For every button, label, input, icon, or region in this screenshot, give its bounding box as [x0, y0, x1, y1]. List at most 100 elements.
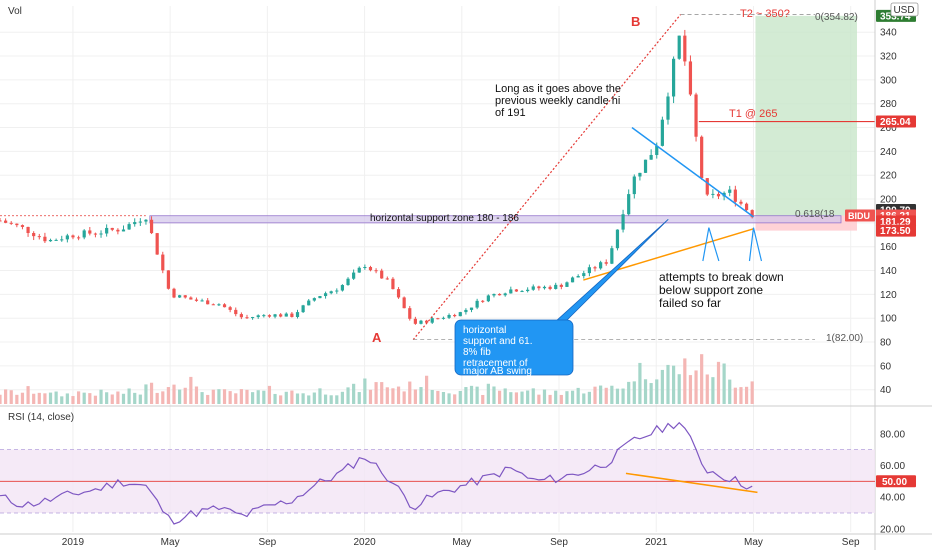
volume-bar	[43, 393, 47, 404]
volume-bar	[705, 374, 709, 404]
candle-body	[82, 230, 86, 238]
volume-bar	[352, 383, 356, 404]
volume-bar	[245, 389, 249, 404]
volume-bar	[728, 379, 732, 404]
volume-bar	[570, 390, 575, 404]
candle-body	[183, 295, 187, 298]
volume-bar	[307, 395, 311, 404]
volume-bar	[694, 370, 698, 404]
volume-bar	[391, 388, 395, 404]
volume-bar	[739, 387, 743, 404]
volume-bar	[593, 386, 597, 404]
volume-bar	[149, 382, 154, 404]
candle-body	[700, 136, 704, 179]
callout-line-5: major AB swing	[463, 366, 532, 377]
volume-bar	[228, 391, 232, 404]
price-tag-label: 265.04	[880, 117, 911, 128]
candle-body	[604, 262, 608, 264]
volume-bar	[638, 362, 642, 404]
volume-bar	[402, 391, 406, 404]
candle-body	[71, 235, 75, 238]
volume-bar	[677, 374, 681, 404]
volume-bar	[279, 395, 283, 404]
candle-body	[632, 176, 636, 195]
volume-bar	[548, 394, 552, 404]
price-tick-label: 340	[880, 28, 897, 39]
candle-body	[677, 35, 681, 59]
volume-bar	[750, 381, 754, 404]
candle-body	[380, 270, 384, 279]
candle-body	[357, 267, 361, 273]
candle-body	[638, 172, 642, 177]
volume-bar	[189, 376, 193, 404]
volume-bar	[121, 393, 126, 404]
volume-bar	[441, 391, 446, 404]
rsi-line	[0, 421, 753, 525]
candle-body	[621, 214, 625, 230]
candle-body	[54, 239, 58, 241]
volume-bar	[273, 393, 277, 404]
candle-body	[744, 203, 749, 211]
support-zone-label: horizontal support zone 180 - 186	[370, 213, 519, 224]
volume-bar	[385, 387, 389, 404]
time-tick-label: May	[744, 537, 763, 548]
volume-bar	[312, 392, 316, 404]
volume-bar	[37, 392, 41, 404]
volume-bar	[599, 385, 603, 404]
candle-body	[576, 276, 580, 278]
volume-bar	[256, 390, 260, 404]
price-tick-label: 60	[880, 361, 892, 372]
candle-body	[716, 193, 721, 197]
volume-bar	[318, 388, 322, 404]
volume-bar	[514, 392, 519, 404]
candle-body	[503, 293, 507, 296]
price-tag-label: 353.74	[880, 11, 911, 22]
volume-bar	[582, 393, 586, 404]
candle-body	[542, 286, 547, 289]
volume-bar	[683, 358, 687, 404]
fib-level-0: 0(354.82)	[815, 12, 858, 23]
fib-level-0618: 0.618(18	[795, 209, 835, 220]
price-tag-label: 173.50	[880, 226, 911, 237]
candle-body	[492, 293, 496, 296]
volume-bar	[262, 390, 266, 404]
candle-body	[194, 299, 199, 301]
time-tick-label: May	[161, 537, 180, 548]
currency-badge[interactable]: USD	[890, 2, 919, 17]
candle-body	[76, 237, 81, 239]
candle-body	[469, 307, 474, 310]
price-tag	[876, 215, 916, 228]
price-tick-label: 300	[880, 75, 897, 86]
volume-bar	[711, 377, 715, 404]
candle-body	[178, 295, 182, 298]
test-arrow-2	[748, 227, 763, 262]
volume-bar	[716, 361, 721, 404]
volume-bar	[537, 394, 541, 404]
candle-body	[565, 282, 569, 287]
note-bottom-line-1: attempts to break down	[659, 270, 784, 284]
volume-bar	[211, 389, 215, 404]
volume-bar	[559, 394, 563, 404]
volume-bar	[447, 393, 451, 404]
candle-body	[166, 270, 170, 289]
candle-body	[318, 296, 322, 299]
volume-bar	[408, 381, 412, 404]
candle-body	[138, 221, 142, 223]
candle-body	[26, 226, 30, 234]
candle-body	[728, 189, 732, 193]
candle-body	[554, 284, 558, 289]
candle-body	[144, 219, 148, 222]
rsi-divergence-line	[625, 472, 758, 494]
candle-body	[705, 178, 709, 195]
candle-body	[671, 58, 676, 97]
candle-body	[548, 286, 552, 289]
volume-bar	[542, 389, 547, 404]
candle-body	[520, 291, 524, 293]
candle-body	[441, 317, 446, 319]
candle-body	[391, 278, 395, 290]
volume-bar	[323, 394, 328, 404]
candlesticks	[0, 29, 754, 325]
volume-bar	[469, 385, 474, 404]
note-top-line-3: of 191	[495, 107, 526, 119]
candle-body	[593, 267, 597, 269]
